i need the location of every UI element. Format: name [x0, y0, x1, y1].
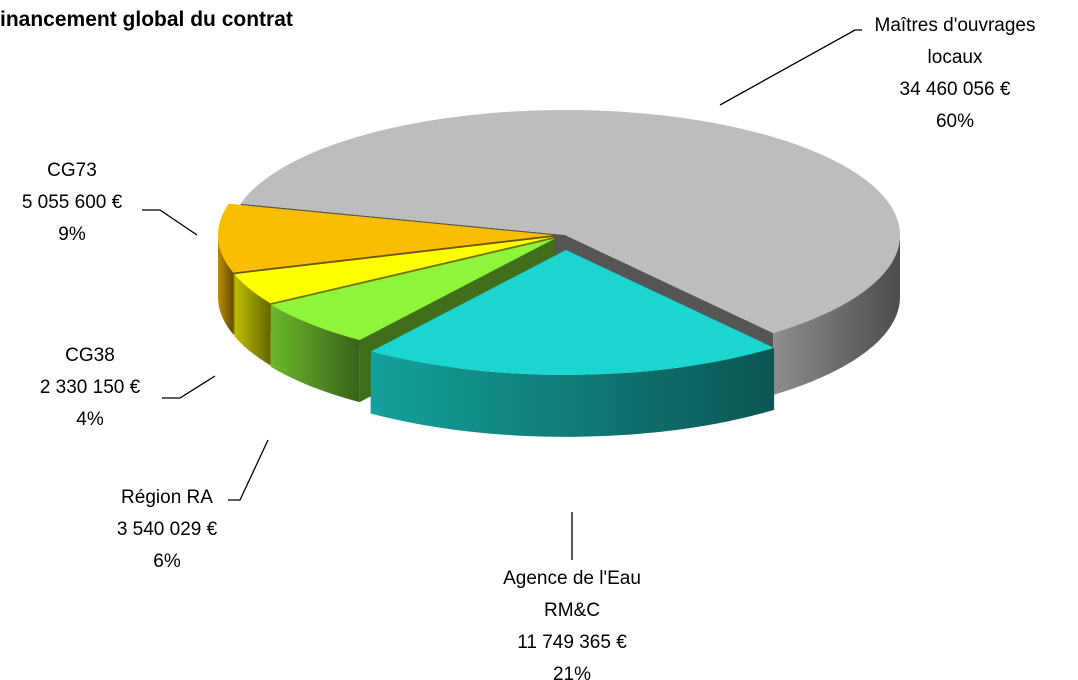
chart-title: inancement global du contrat: [0, 8, 293, 31]
slice-value: 6%: [153, 551, 181, 572]
leader-line: [162, 375, 216, 399]
slice-value: 34 460 056 €: [899, 79, 1011, 100]
slice-value: 4%: [76, 409, 104, 430]
slice-name: Agence de l'Eau RM&C: [503, 568, 641, 621]
data-label: CG73 5 055 600 € 9%: [0, 155, 147, 251]
data-label: Région RA 3 540 029 € 6%: [92, 482, 242, 578]
slice-value: 21%: [552, 664, 592, 680]
slice-wall: [370, 347, 775, 437]
slice: [218, 203, 554, 273]
leader-line: [228, 439, 269, 501]
slice-wall: [773, 235, 900, 395]
slice-wall: [234, 274, 271, 366]
slice-name: CG73: [47, 160, 97, 181]
slice: [240, 110, 901, 333]
slice-wall: [270, 304, 360, 403]
slice-value: 3 540 029 €: [116, 519, 218, 540]
data-label: Agence de l'Eau RM&C 11 749 365 € 21%: [487, 563, 657, 680]
data-label: CG38 2 330 150 € 4%: [15, 340, 165, 436]
slice: [370, 249, 775, 375]
slice-value: 9%: [58, 224, 86, 245]
slice: [234, 236, 555, 304]
slice-value: 5 055 600 €: [21, 192, 123, 213]
data-label: Maîtres d'ouvrages locaux 34 460 056 € 60%: [850, 10, 1060, 138]
slice-wall: [218, 235, 234, 335]
slice: [270, 238, 555, 341]
leader-line: [142, 209, 198, 236]
slice-value: 11 749 365 €: [517, 632, 627, 653]
slice-value: 2 330 150 €: [39, 377, 141, 398]
slice-name: CG38: [65, 345, 115, 366]
slice-name: Région RA: [121, 487, 213, 508]
leader-line: [719, 29, 862, 106]
slice-name: Maîtres d'ouvrages locaux: [874, 15, 1036, 68]
slice-value: 60%: [935, 111, 975, 132]
